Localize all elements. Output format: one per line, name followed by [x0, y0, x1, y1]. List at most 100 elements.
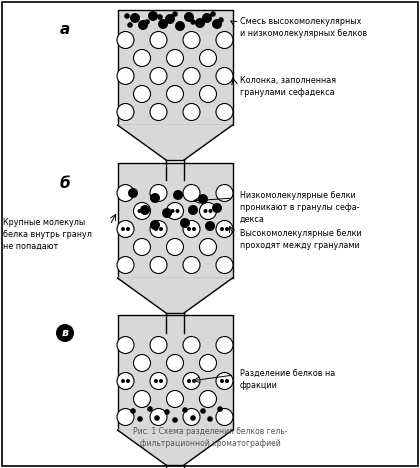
Text: фильтрационной хроматографией: фильтрационной хроматографией	[139, 439, 281, 447]
Circle shape	[166, 203, 184, 219]
Circle shape	[134, 390, 150, 408]
Circle shape	[200, 203, 216, 219]
Circle shape	[117, 31, 134, 49]
Polygon shape	[166, 313, 184, 333]
Circle shape	[154, 379, 158, 383]
Circle shape	[216, 336, 233, 353]
Text: а: а	[60, 22, 70, 37]
Circle shape	[166, 354, 184, 372]
Circle shape	[162, 208, 172, 218]
Circle shape	[117, 220, 134, 237]
Polygon shape	[166, 465, 184, 468]
Circle shape	[142, 209, 147, 213]
Polygon shape	[118, 430, 233, 465]
Circle shape	[150, 31, 167, 49]
Circle shape	[159, 227, 163, 231]
Circle shape	[150, 373, 167, 389]
Circle shape	[127, 22, 133, 28]
Text: в: в	[61, 328, 68, 338]
Text: Крупные молекулы
белка внутрь гранул
не попадают: Крупные молекулы белка внутрь гранул не …	[3, 218, 92, 250]
Circle shape	[126, 227, 130, 231]
Circle shape	[198, 194, 208, 204]
Circle shape	[175, 21, 185, 31]
Circle shape	[121, 379, 125, 383]
Circle shape	[184, 12, 194, 22]
Text: Рис. 1 Схема разделения белков гель-: Рис. 1 Схема разделения белков гель-	[133, 427, 287, 437]
Circle shape	[150, 193, 160, 203]
Circle shape	[195, 18, 205, 28]
Circle shape	[147, 406, 153, 412]
Circle shape	[56, 324, 74, 342]
Circle shape	[183, 256, 200, 273]
Circle shape	[216, 220, 233, 237]
Circle shape	[124, 13, 130, 19]
Circle shape	[225, 379, 229, 383]
Circle shape	[192, 227, 196, 231]
Circle shape	[205, 221, 215, 231]
Circle shape	[208, 209, 213, 213]
Circle shape	[150, 184, 167, 202]
Circle shape	[225, 227, 229, 231]
Circle shape	[216, 373, 233, 389]
Text: Высокомолекулярные белки
проходят между гранулами: Высокомолекулярные белки проходят между …	[240, 229, 362, 250]
Circle shape	[207, 416, 213, 422]
Circle shape	[180, 218, 190, 228]
Circle shape	[148, 11, 158, 21]
Bar	[118, 315, 233, 430]
Circle shape	[183, 184, 200, 202]
Circle shape	[134, 50, 150, 66]
Circle shape	[172, 417, 178, 423]
Text: б: б	[60, 176, 70, 190]
Circle shape	[171, 209, 174, 213]
Circle shape	[117, 373, 134, 389]
Circle shape	[202, 13, 212, 23]
Circle shape	[183, 336, 200, 353]
Circle shape	[200, 86, 216, 102]
Circle shape	[128, 188, 138, 198]
Text: Смесь высокомолекулярных
и низкомолекулярных белков: Смесь высокомолекулярных и низкомолекуля…	[240, 17, 367, 38]
Circle shape	[117, 67, 134, 85]
Circle shape	[220, 227, 224, 231]
Circle shape	[192, 379, 196, 383]
Circle shape	[183, 409, 200, 425]
Circle shape	[216, 409, 233, 425]
Circle shape	[183, 220, 200, 237]
Circle shape	[134, 239, 150, 256]
Circle shape	[216, 31, 233, 49]
Circle shape	[166, 86, 184, 102]
Circle shape	[204, 209, 207, 213]
Circle shape	[130, 408, 136, 414]
Circle shape	[217, 406, 223, 412]
Circle shape	[173, 190, 183, 200]
Circle shape	[134, 86, 150, 102]
Circle shape	[150, 103, 167, 120]
Circle shape	[183, 103, 200, 120]
Text: Низкомолекулярные белки
проникают в гранулы сефа-
декса: Низкомолекулярные белки проникают в гран…	[240, 191, 360, 224]
Circle shape	[150, 409, 167, 425]
Circle shape	[158, 19, 168, 29]
Circle shape	[183, 67, 200, 85]
Circle shape	[216, 67, 233, 85]
Circle shape	[140, 205, 150, 215]
Circle shape	[126, 379, 130, 383]
Circle shape	[150, 336, 167, 353]
Circle shape	[188, 205, 198, 215]
Circle shape	[117, 336, 134, 353]
Circle shape	[134, 354, 150, 372]
Bar	[118, 163, 233, 278]
Circle shape	[159, 379, 163, 383]
Circle shape	[200, 354, 216, 372]
Circle shape	[164, 409, 170, 415]
Circle shape	[157, 14, 163, 20]
Circle shape	[150, 256, 167, 273]
Circle shape	[117, 103, 134, 120]
Circle shape	[150, 220, 160, 230]
Circle shape	[154, 227, 158, 231]
Polygon shape	[118, 125, 233, 160]
Circle shape	[117, 409, 134, 425]
Circle shape	[218, 17, 224, 23]
Circle shape	[165, 14, 175, 24]
Circle shape	[166, 239, 184, 256]
Circle shape	[216, 256, 233, 273]
Circle shape	[212, 19, 222, 29]
